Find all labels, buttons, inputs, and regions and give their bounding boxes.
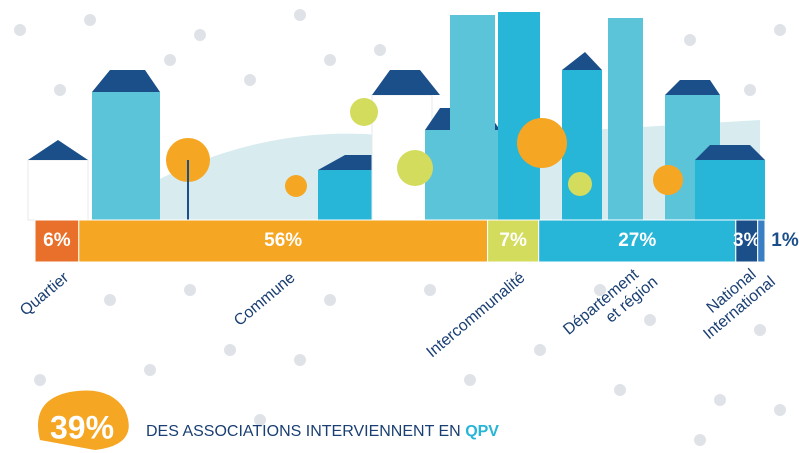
category-label: Quartier — [17, 269, 73, 320]
chart: 6% Quartier 56% Commune 7% Intercommunalité 27… — [0, 0, 799, 453]
value-label: 1% — [771, 230, 799, 251]
stacked-bar: 6% Quartier 56% Commune 7% Intercommunalité 27… — [17, 220, 799, 361]
highlight: 39% DES ASSOCIATIONS INTERVIENNENT EN QP… — [38, 390, 499, 450]
highlight-text: DES ASSOCIATIONS INTERVIENNENT EN QPV — [146, 423, 499, 440]
city-illustration — [28, 12, 765, 220]
bar-segment — [758, 220, 765, 262]
category-label: Départementet région — [560, 260, 661, 353]
value-label: 27% — [618, 230, 656, 251]
value-label: 6% — [43, 230, 71, 251]
highlight-emphasis: QPV — [465, 423, 499, 440]
value-label: 3% — [733, 230, 761, 251]
highlight-value: 39% — [50, 409, 114, 445]
value-label: 7% — [499, 230, 527, 251]
category-label: Intercommunalité — [423, 269, 528, 361]
category-label: Commune — [231, 269, 299, 330]
highlight-sentence: DES ASSOCIATIONS INTERVIENNENT EN — [146, 423, 461, 440]
value-label: 56% — [264, 230, 302, 251]
